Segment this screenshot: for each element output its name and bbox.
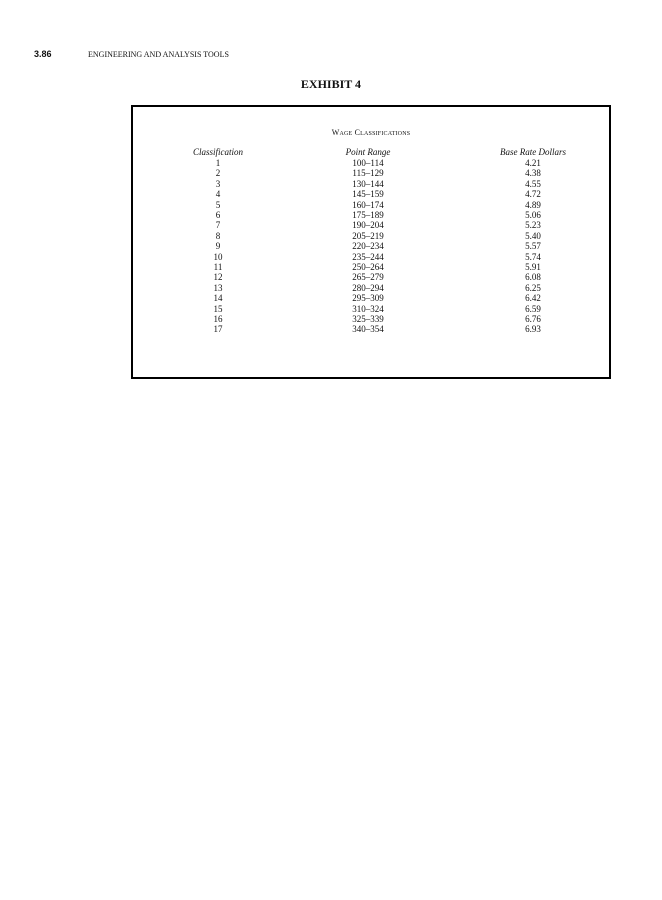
table-cell: 9 [215,241,221,252]
table-row: 17 340–354 6.93 [133,324,609,334]
table-cell: 100–114 [352,158,384,168]
table-cell: 340–354 [352,324,384,335]
table-cell: 4 [215,189,221,200]
table-cell: 5.23 [525,220,541,231]
table-cell: 6.25 [525,282,541,293]
table-row: 1 100–114 4.21 [133,158,609,168]
table-row: 10 235–244 5.74 [133,252,609,262]
table-row: 9 220–234 5.57 [133,241,609,251]
table-cell: 8 [215,230,221,241]
table-cell: 7 [215,220,221,231]
table-cell: 1 [215,158,221,168]
table-row: 3 130–144 4.55 [133,179,609,189]
column-header: Point Range [345,147,391,157]
table-cell: 265–279 [352,272,384,283]
column-header: Classification [192,147,243,157]
table-cell: 4.89 [525,199,541,210]
table-cell: 145–159 [352,189,384,200]
page-number: 3.86 [34,49,52,59]
table-cell: 4.55 [525,178,541,189]
table-cell: 115–129 [352,168,384,179]
table-cell: 5.57 [525,241,541,252]
table-cell: 190–204 [352,220,384,231]
table-cell: 6.08 [525,272,541,283]
table-cell: 6.93 [525,324,541,335]
table-row: 8 205–219 5.40 [133,231,609,241]
table-row: 14 295–309 6.42 [133,293,609,303]
table-cell: 130–144 [352,178,384,189]
table-row: 7 190–204 5.23 [133,220,609,230]
running-title: ENGINEERING AND ANALYSIS TOOLS [88,50,229,59]
table-cell: 6.76 [525,314,541,324]
table-cell: 6.59 [525,303,541,314]
table-cell: 16 [213,314,223,324]
table-row: 13 280–294 6.25 [133,283,609,293]
table-row: 12 265–279 6.08 [133,272,609,282]
table-cell: 175–189 [352,210,384,220]
table-cell: 5.40 [525,230,541,241]
table-cell: 205–219 [352,230,384,241]
table-cell: 5.06 [525,210,541,220]
table-cell: 280–294 [352,282,384,293]
table-cell: 5.91 [525,262,541,272]
table-cell: 11 [213,262,223,272]
table-row: 11 250–264 5.91 [133,262,609,272]
table-row: 2 115–129 4.38 [133,168,609,178]
table-cell: 17 [213,324,223,335]
table-row: 16 325–339 6.76 [133,314,609,324]
table-cell: 2 [215,168,221,179]
column-header: Base Rate Dollars [500,147,566,157]
table-cell: 15 [213,303,223,314]
table-row: 6 175–189 5.06 [133,210,609,220]
table-cell: 310–324 [352,303,384,314]
table-header: Classification Point Range Base Rate Dol… [133,147,609,157]
table-cell: 325–339 [352,314,384,324]
table-row: 15 310–324 6.59 [133,304,609,314]
wage-table: Wage Classifications Classification Poin… [131,105,611,379]
table-cell: 220–234 [352,241,384,252]
table-cell: 3 [215,178,221,189]
table-cell: 4.21 [525,158,541,168]
table-cell: 6 [215,210,221,220]
table-cell: 5.74 [525,251,541,262]
table-cell: 235–244 [352,251,384,262]
table-cell: 12 [213,272,223,283]
table-cell: 14 [213,293,223,304]
table-cell: 13 [213,282,223,293]
table-cell: 6.42 [525,293,541,304]
table-cell: 10 [213,251,223,262]
exhibit-title: EXHIBIT 4 [300,77,362,91]
table-row: 5 160–174 4.89 [133,200,609,210]
table-cell: 295–309 [352,293,384,304]
table-cell: 4.72 [525,189,541,200]
table-row: 4 145–159 4.72 [133,189,609,199]
table-cell: 160–174 [352,199,384,210]
table-cell: 250–264 [352,262,384,272]
table-cell: 4.38 [525,168,541,179]
table-cell: 5 [215,199,221,210]
table-caption: Wage Classifications [331,128,411,137]
